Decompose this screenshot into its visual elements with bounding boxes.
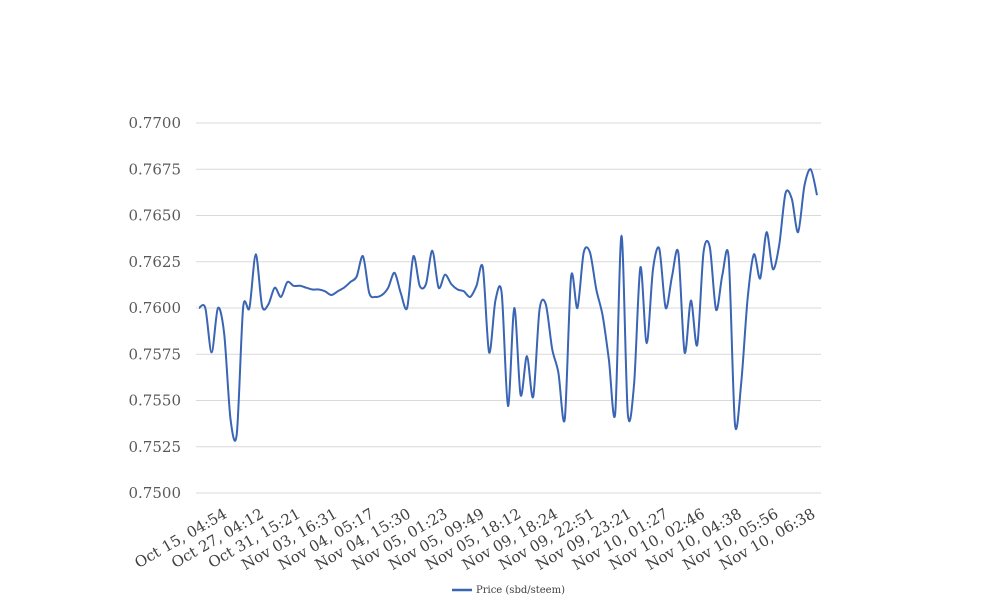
y-tick-label: 0.7700: [129, 114, 182, 132]
y-tick-label: 0.7650: [129, 207, 182, 225]
y-tick-label: 0.7575: [129, 345, 182, 363]
y-tick-label: 0.7500: [129, 484, 182, 502]
y-tick-label: 0.7600: [129, 299, 182, 317]
legend: Price (sbd/steem): [452, 585, 565, 596]
legend-label: Price (sbd/steem): [476, 585, 565, 596]
y-tick-label: 0.7625: [129, 253, 182, 271]
y-tick-label: 0.7675: [129, 160, 182, 178]
y-tick-label: 0.7550: [129, 392, 182, 410]
y-tick-label: 0.7525: [129, 438, 182, 456]
series-lines: [198, 168, 818, 442]
series-line-price: [198, 168, 818, 442]
gridlines: [196, 122, 821, 494]
y-axis-tick-labels: 0.7700 0.7675 0.7650 0.7625 0.7600 0.7575 0.75…: [129, 114, 182, 502]
